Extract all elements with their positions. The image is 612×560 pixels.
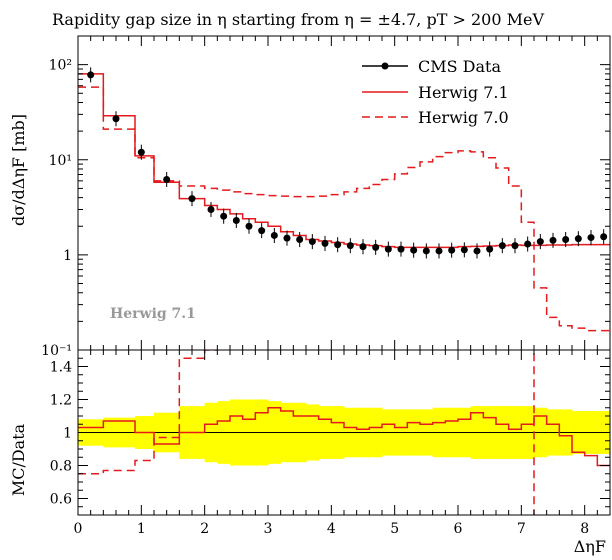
x-tick-label: 8 xyxy=(580,521,589,537)
x-tick-label: 1 xyxy=(137,521,146,537)
x-tick-label: 0 xyxy=(74,521,83,537)
data-point xyxy=(372,243,380,251)
legend-label: Herwig 7.1 xyxy=(418,83,509,102)
data-point xyxy=(258,227,266,235)
main-plot-area: 10⁻¹ 1 10¹ 10² xyxy=(41,35,611,359)
x-tick-label: 7 xyxy=(517,521,526,537)
legend: CMS Data Herwig 7.1 Herwig 7.0 xyxy=(362,57,509,127)
data-point xyxy=(435,247,443,255)
data-point xyxy=(498,242,506,250)
data-point xyxy=(600,233,608,241)
legend-label: CMS Data xyxy=(418,57,501,76)
herwig70-histogram xyxy=(78,86,610,332)
cms-data-points xyxy=(87,67,608,259)
data-point xyxy=(359,243,367,251)
ratio-y-tick-label: 1 xyxy=(63,426,72,442)
data-point xyxy=(524,240,532,248)
x-tick-label: 3 xyxy=(264,521,273,537)
data-point xyxy=(220,212,228,220)
data-point xyxy=(137,148,145,156)
x-tick-label: 2 xyxy=(200,521,209,537)
main-y-axis-label: dσ/dΔηF [mb] xyxy=(9,114,28,226)
data-point xyxy=(536,238,544,246)
data-point xyxy=(460,246,468,254)
data-point xyxy=(270,231,278,239)
data-point xyxy=(283,234,291,242)
ratio-y-axis-label: MC/Data xyxy=(9,423,28,496)
data-point xyxy=(163,176,171,184)
ratio-y-tick-label: 1.4 xyxy=(50,360,72,376)
chart-title: Rapidity gap size in η starting from η =… xyxy=(52,10,544,29)
y-tick-label: 1 xyxy=(63,248,72,264)
data-point xyxy=(188,195,196,203)
herwig71-histogram xyxy=(78,73,610,249)
ratio-y-tick-label: 1.2 xyxy=(50,393,72,409)
x-axis-label: ΔηF xyxy=(574,537,606,556)
x-tick-label: 4 xyxy=(327,521,336,537)
y-tick-label: 10² xyxy=(49,58,72,74)
ratio-y-tick-label: 0.6 xyxy=(50,492,72,508)
data-point xyxy=(308,238,316,246)
data-point xyxy=(410,246,418,254)
data-point xyxy=(473,247,481,255)
data-point xyxy=(384,245,392,253)
data-point xyxy=(207,205,215,213)
data-point xyxy=(448,246,456,254)
data-point xyxy=(334,241,342,249)
y-tick-label: 10¹ xyxy=(49,153,72,169)
data-point xyxy=(346,242,354,250)
data-point xyxy=(562,236,570,244)
data-point xyxy=(112,115,120,123)
x-tick-label: 6 xyxy=(454,521,463,537)
data-point xyxy=(511,242,519,250)
data-point xyxy=(574,235,582,243)
data-point xyxy=(549,236,557,244)
legend-marker-point xyxy=(381,62,389,70)
data-point xyxy=(245,222,253,230)
data-point xyxy=(486,245,494,253)
legend-label: Herwig 7.0 xyxy=(418,108,509,127)
data-point xyxy=(232,216,240,224)
watermark-label: Herwig 7.1 xyxy=(110,306,196,322)
data-point xyxy=(422,247,430,255)
x-tick-label: 5 xyxy=(390,521,399,537)
data-point xyxy=(321,239,329,247)
ratio-plot-area: 0 1 2 3 4 5 6 7 8 0.6 0.8 1 1.2 1.4 xyxy=(50,349,611,537)
y-tick-label: 10⁻¹ xyxy=(41,343,72,359)
data-point xyxy=(587,234,595,242)
ratio-y-tick-label: 0.8 xyxy=(50,459,72,475)
data-point xyxy=(87,71,95,79)
data-point xyxy=(397,245,405,253)
data-point xyxy=(296,236,304,244)
